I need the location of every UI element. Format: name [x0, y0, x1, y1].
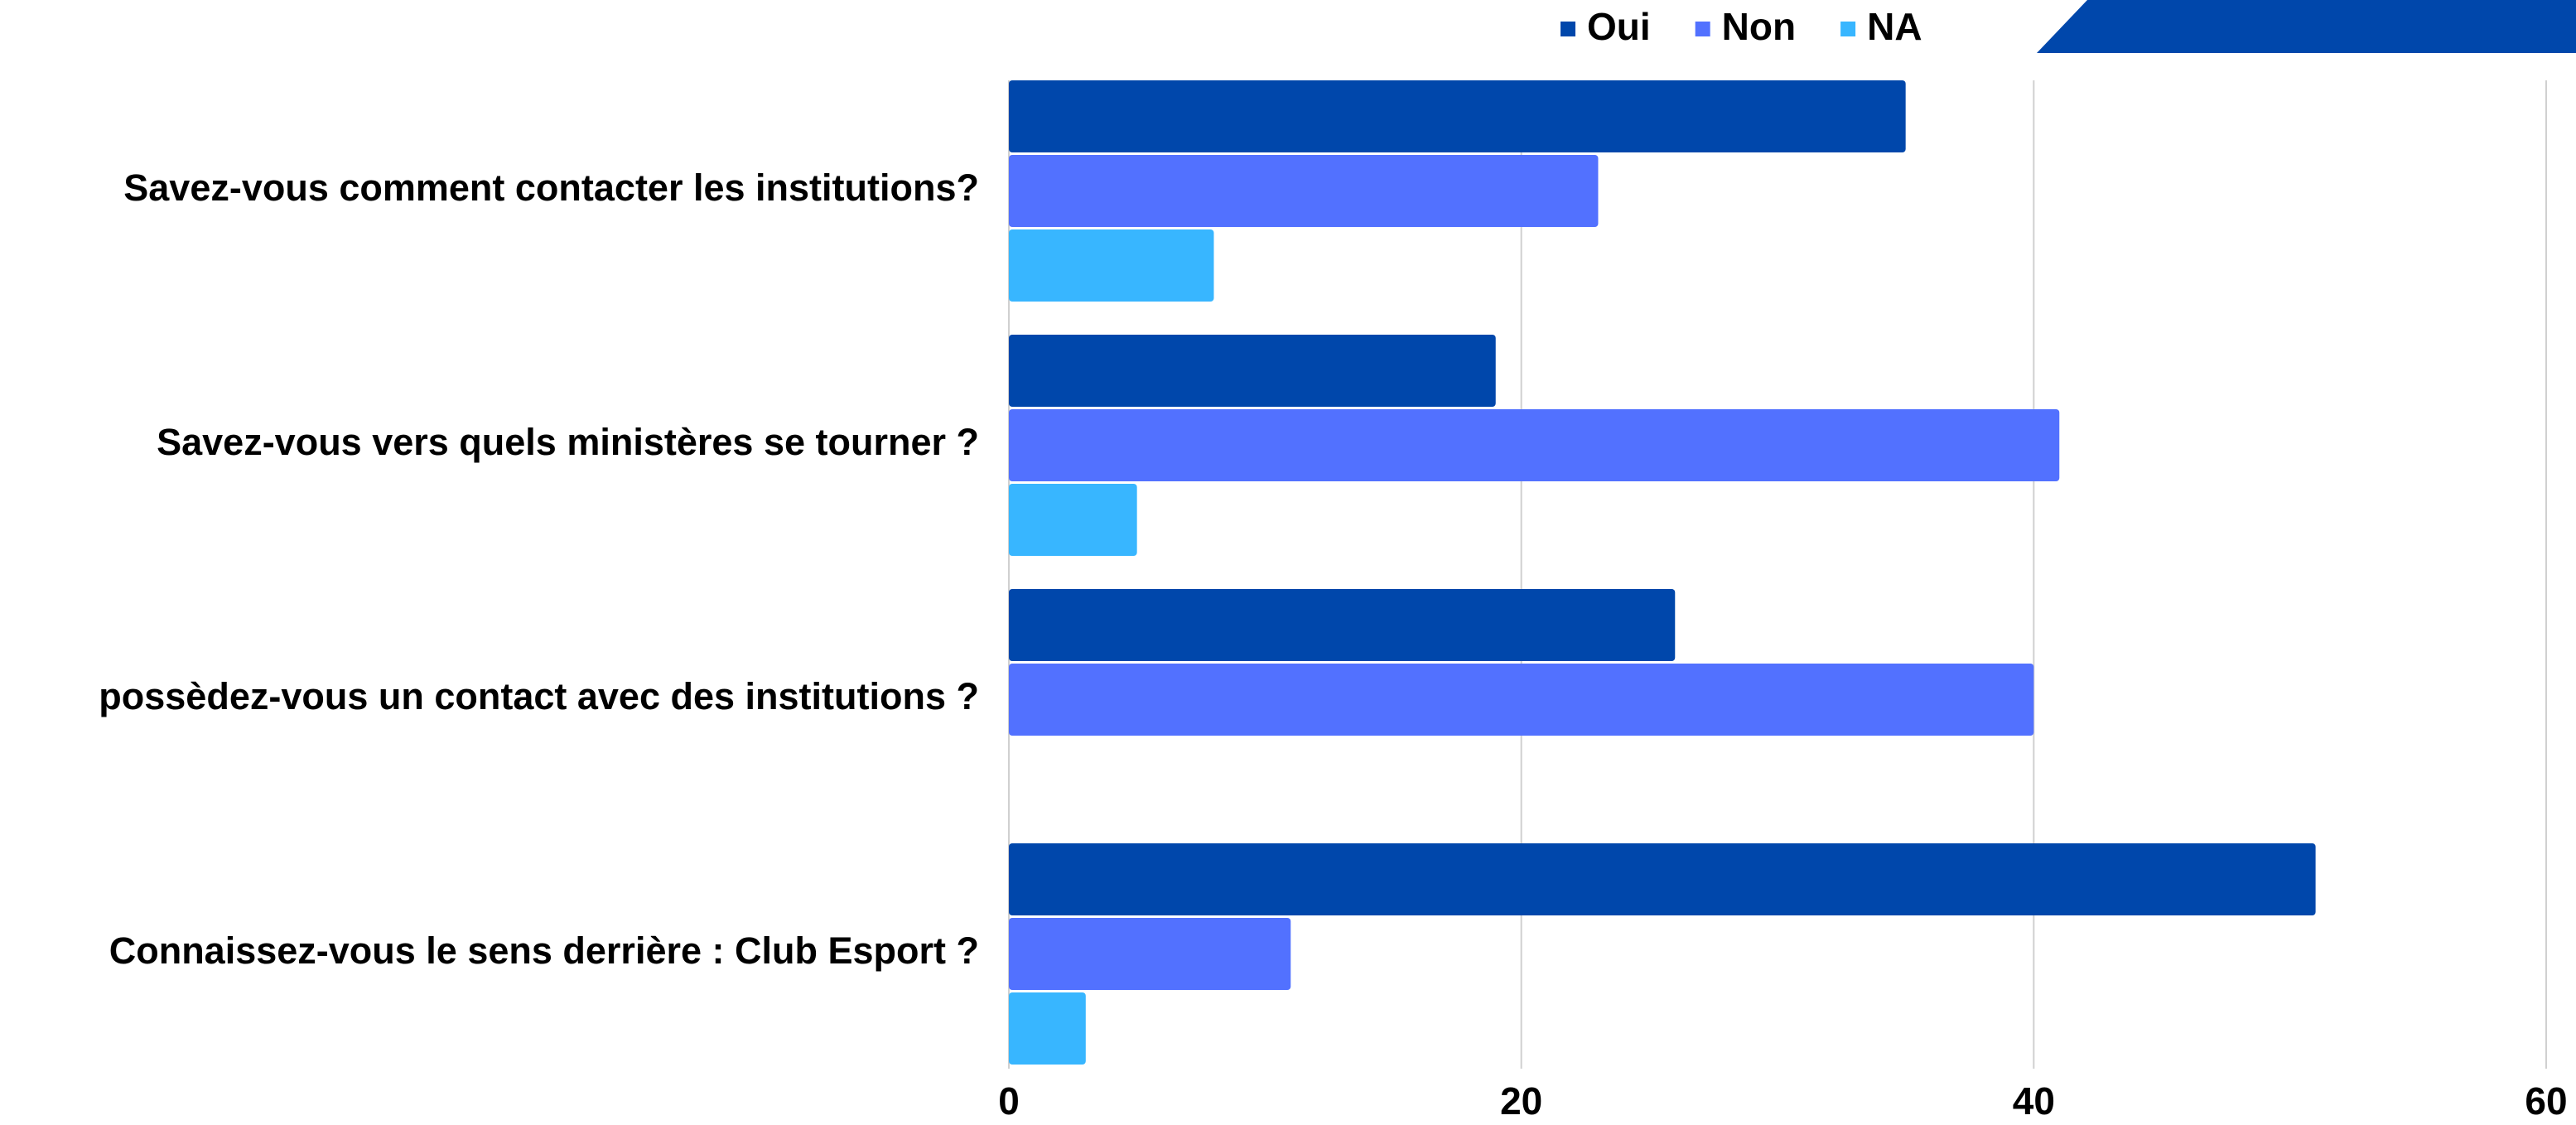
- x-tick-label: 60: [2525, 1079, 2567, 1123]
- x-tick-label: 20: [1500, 1079, 1542, 1123]
- bar: [1009, 992, 1086, 1065]
- legend-swatch: [1561, 22, 1575, 36]
- x-tick-label: 40: [2013, 1079, 2055, 1123]
- legend-label: Non: [1722, 5, 1796, 48]
- y-tick-label: Connaissez-vous le sens derrière : Club …: [109, 929, 979, 972]
- bar: [1009, 918, 1291, 990]
- bar: [1009, 843, 2316, 915]
- x-tick-label: 0: [998, 1079, 1020, 1123]
- legend-label: NA: [1867, 5, 1922, 48]
- decoration: [2037, 0, 2576, 53]
- legend-swatch: [1695, 22, 1710, 36]
- bar: [1009, 589, 1676, 661]
- legend-label: Oui: [1587, 5, 1651, 48]
- bar: [1009, 409, 2060, 481]
- bar: [1009, 484, 1137, 556]
- y-tick-label: Savez-vous vers quels ministères se tour…: [157, 421, 979, 463]
- bar: [1009, 229, 1214, 302]
- bar: [1009, 335, 1496, 407]
- legend-swatch: [1840, 22, 1856, 36]
- y-tick-label: possèdez-vous un contact avec des instit…: [99, 675, 979, 717]
- bar: [1009, 155, 1599, 227]
- bar: [1009, 664, 2034, 736]
- y-tick-label: Savez-vous comment contacter les institu…: [123, 167, 979, 209]
- bar: [1009, 80, 1906, 152]
